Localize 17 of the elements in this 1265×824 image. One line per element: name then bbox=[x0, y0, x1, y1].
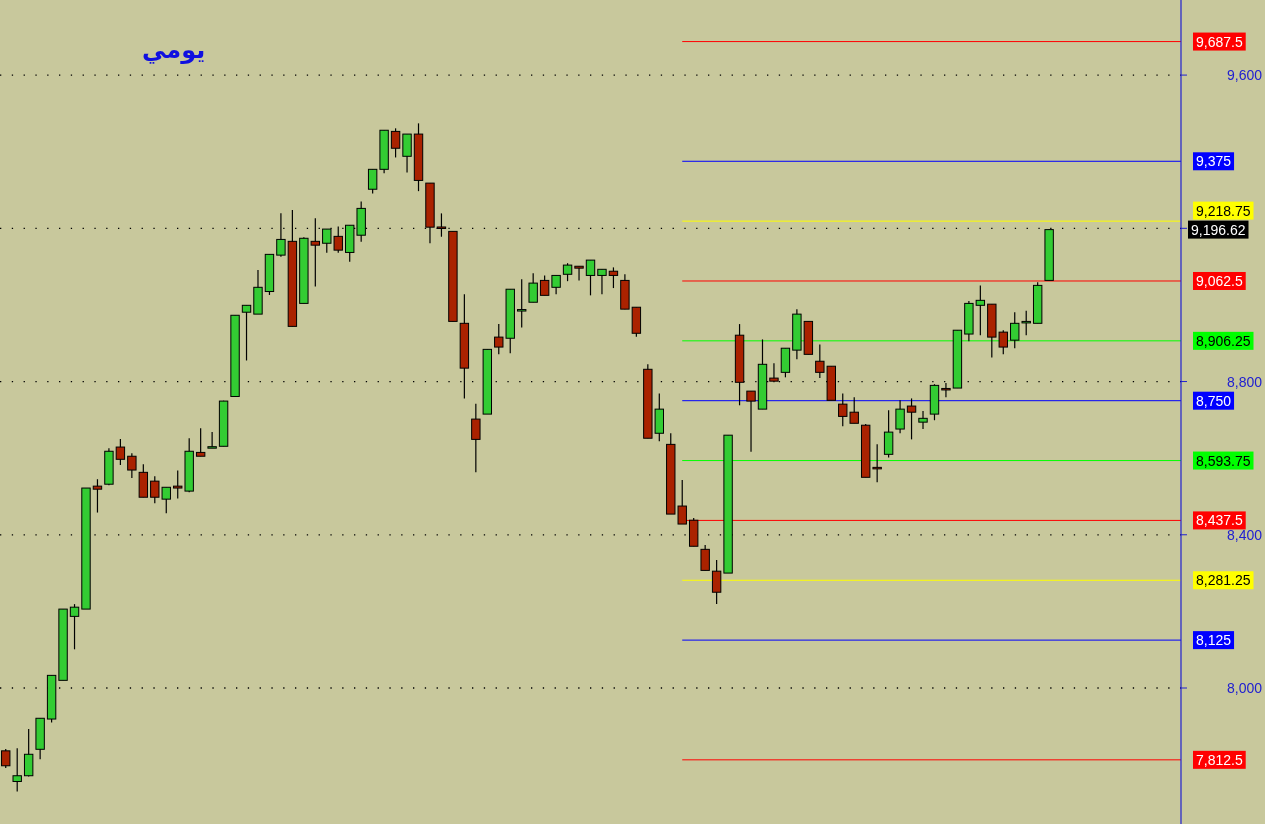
ref-line-label: 9,687.5 bbox=[1196, 33, 1243, 50]
text: يومي bbox=[142, 36, 206, 64]
y-tick-label: 8,800 bbox=[1226, 373, 1263, 390]
ref-line-label: 9,062.5 bbox=[1196, 272, 1243, 289]
text: 9,196.62 bbox=[1191, 221, 1246, 238]
ref-line-label: 7,812.5 bbox=[1196, 751, 1243, 768]
ref-line-label: 8,437.5 bbox=[1196, 512, 1243, 529]
ref-line-label: 8,906.25 bbox=[1196, 332, 1251, 349]
ref-line-label: 8,593.75 bbox=[1196, 452, 1251, 469]
y-tick-label: 9,600 bbox=[1226, 67, 1263, 84]
y-tick-label: 8,000 bbox=[1226, 680, 1263, 697]
ref-line-label: 8,125 bbox=[1196, 632, 1232, 649]
y-tick-label: 8,400 bbox=[1226, 526, 1263, 543]
ref-line-label: 8,750 bbox=[1196, 392, 1232, 409]
ref-line-label: 9,375 bbox=[1196, 153, 1232, 170]
ref-line-label: 9,218.75 bbox=[1196, 202, 1251, 219]
ref-line-label: 8,281.25 bbox=[1196, 572, 1251, 589]
